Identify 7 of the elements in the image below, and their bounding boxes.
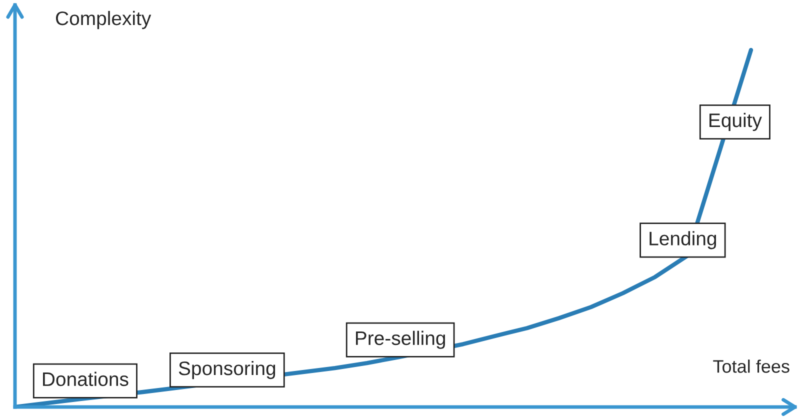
annotation: Donations — [43, 372, 128, 386]
annotation: Sponsoring — [178, 360, 276, 380]
annotation: Pre-selling — [356, 330, 445, 349]
annotation: Lending — [650, 231, 716, 250]
annotation: Equity — [710, 112, 762, 132]
y-axis-title: Complexity — [56, 10, 152, 30]
x-axis-title: Total fees — [713, 360, 790, 373]
